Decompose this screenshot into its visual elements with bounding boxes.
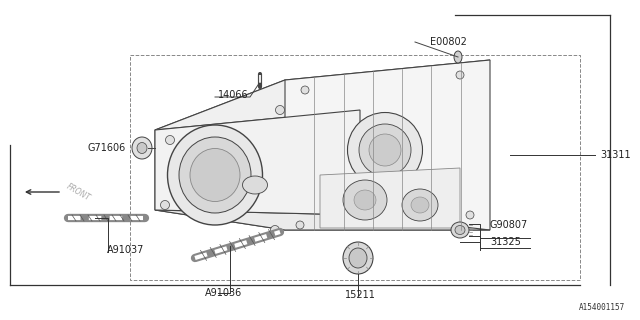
Ellipse shape (343, 242, 373, 274)
Text: 31311: 31311 (600, 150, 630, 160)
Ellipse shape (455, 226, 465, 235)
Ellipse shape (451, 222, 469, 238)
Ellipse shape (243, 176, 268, 194)
Ellipse shape (166, 135, 175, 145)
Ellipse shape (348, 113, 422, 188)
Text: 31325: 31325 (490, 237, 521, 247)
Bar (130, 55, 580, 280)
Ellipse shape (296, 221, 304, 229)
Text: A154001157: A154001157 (579, 303, 625, 312)
Ellipse shape (275, 106, 285, 115)
Ellipse shape (354, 190, 376, 210)
Ellipse shape (301, 86, 309, 94)
Text: G90807: G90807 (490, 220, 528, 230)
Ellipse shape (402, 189, 438, 221)
Text: A91036: A91036 (205, 288, 243, 298)
Polygon shape (155, 110, 360, 215)
Ellipse shape (132, 137, 152, 159)
Ellipse shape (271, 226, 280, 235)
Ellipse shape (137, 142, 147, 154)
Polygon shape (155, 60, 490, 130)
Ellipse shape (411, 197, 429, 213)
Ellipse shape (369, 134, 401, 166)
Ellipse shape (349, 248, 367, 268)
Ellipse shape (343, 180, 387, 220)
Text: 14066: 14066 (218, 90, 248, 100)
Ellipse shape (456, 71, 464, 79)
Ellipse shape (179, 137, 251, 213)
Polygon shape (285, 60, 490, 230)
Polygon shape (320, 168, 460, 228)
Polygon shape (155, 210, 490, 230)
Ellipse shape (466, 211, 474, 219)
Text: FRONT: FRONT (65, 182, 92, 202)
Polygon shape (155, 80, 285, 230)
Text: A91037: A91037 (107, 245, 145, 255)
Text: G71606: G71606 (88, 143, 126, 153)
Text: E00802: E00802 (430, 37, 467, 47)
Ellipse shape (359, 124, 411, 176)
Ellipse shape (168, 125, 262, 225)
Ellipse shape (190, 148, 240, 202)
Ellipse shape (454, 51, 462, 63)
Ellipse shape (161, 201, 170, 210)
Text: 15211: 15211 (344, 290, 376, 300)
